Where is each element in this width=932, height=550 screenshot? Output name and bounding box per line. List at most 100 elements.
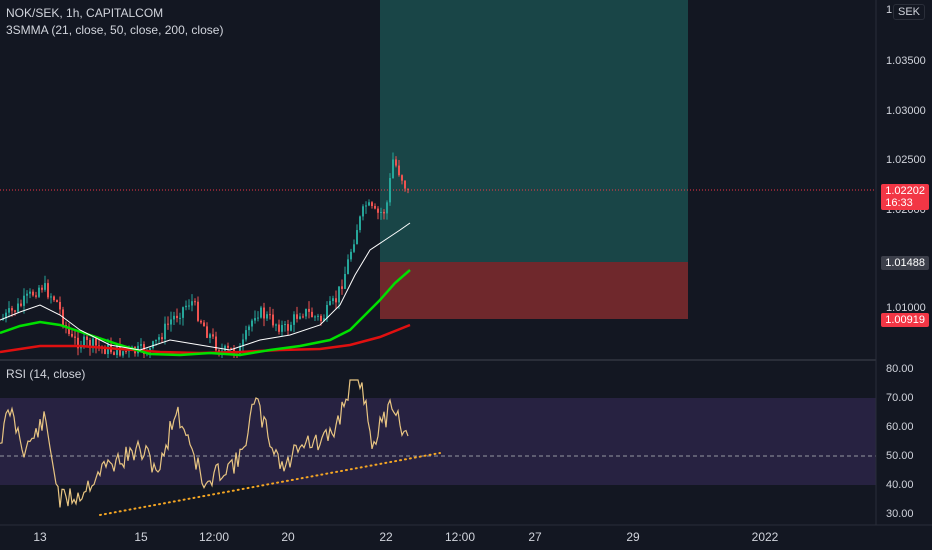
candle-body bbox=[164, 323, 166, 340]
candle-body bbox=[296, 314, 298, 319]
candle-body bbox=[332, 298, 334, 302]
candle-body bbox=[176, 315, 178, 319]
candle-body bbox=[86, 336, 88, 341]
candle-body bbox=[251, 320, 253, 327]
candle-body bbox=[242, 339, 244, 347]
level-tag-lower: 1.00919 bbox=[881, 313, 929, 327]
candle-body bbox=[161, 337, 163, 340]
candle-body bbox=[83, 336, 85, 346]
price-tick: 1.01000 bbox=[886, 302, 926, 314]
time-tick: 20 bbox=[281, 530, 295, 544]
candle-body bbox=[185, 305, 187, 308]
candle-body bbox=[140, 344, 142, 346]
candle-body bbox=[206, 326, 208, 338]
time-tick: 15 bbox=[134, 530, 148, 544]
candle-body bbox=[386, 202, 388, 214]
candle-body bbox=[299, 316, 301, 319]
profit-zone[interactable] bbox=[380, 0, 688, 262]
price-tick: 1.03000 bbox=[886, 105, 926, 117]
candle-body bbox=[368, 202, 370, 206]
candle-body bbox=[263, 307, 265, 319]
candle-body bbox=[389, 178, 391, 203]
candle-body bbox=[188, 305, 190, 307]
candle-body bbox=[77, 337, 79, 349]
rsi-tick: 40.00 bbox=[886, 479, 914, 491]
candle-body bbox=[71, 333, 73, 337]
candle-body bbox=[158, 337, 160, 340]
candle-body bbox=[266, 314, 268, 319]
candle-body bbox=[392, 159, 394, 179]
smma-legend[interactable]: 3SMMA (21, close, 50, close, 200, close) bbox=[6, 23, 224, 37]
candle-body bbox=[371, 202, 373, 207]
candle-body bbox=[362, 206, 364, 217]
candle-body bbox=[281, 325, 283, 332]
candle-body bbox=[125, 351, 127, 353]
currency-button[interactable]: SEK bbox=[893, 4, 926, 20]
candle-body bbox=[20, 303, 22, 306]
candle-body bbox=[326, 305, 328, 319]
candle-body bbox=[92, 338, 94, 349]
candle-body bbox=[179, 317, 181, 319]
time-tick: 12:00 bbox=[198, 530, 230, 544]
candle-body bbox=[374, 206, 376, 209]
candle-body bbox=[191, 301, 193, 306]
smma-200-line bbox=[0, 323, 411, 355]
candle-body bbox=[407, 188, 409, 190]
smma-50-line bbox=[0, 269, 411, 357]
candle-body bbox=[11, 308, 13, 311]
candle-body bbox=[269, 314, 271, 316]
candle-body bbox=[272, 314, 274, 326]
last-price-tag: 1.02202 16:33 bbox=[881, 184, 929, 210]
candle-body bbox=[227, 345, 229, 348]
candle-body bbox=[380, 211, 382, 213]
candle-body bbox=[23, 295, 25, 306]
candle-body bbox=[377, 208, 379, 213]
candle-body bbox=[152, 341, 154, 349]
candle-body bbox=[56, 300, 58, 302]
candle-body bbox=[44, 283, 46, 290]
symbol-legend[interactable]: NOK/SEK, 1h, CAPITALCOM bbox=[6, 6, 164, 20]
candle-body bbox=[278, 324, 280, 332]
candle-body bbox=[359, 216, 361, 231]
candle-body bbox=[50, 296, 52, 298]
candle-body bbox=[248, 326, 250, 331]
candle-body bbox=[155, 339, 157, 342]
candle-body bbox=[212, 334, 214, 337]
candle-body bbox=[203, 322, 205, 327]
candle-body bbox=[41, 287, 43, 290]
candle-body bbox=[260, 307, 262, 318]
price-tick-top: 1. bbox=[886, 4, 896, 16]
candle-body bbox=[35, 295, 37, 297]
candle-body bbox=[311, 311, 313, 318]
candle-body bbox=[323, 318, 325, 321]
candle-body bbox=[254, 318, 256, 321]
price-tick: 1.03500 bbox=[886, 55, 926, 67]
time-tick: 12:00 bbox=[444, 530, 476, 544]
candle-body bbox=[32, 291, 34, 296]
candle-body bbox=[338, 286, 340, 303]
candle-body bbox=[383, 211, 385, 214]
smma-21-line bbox=[0, 222, 411, 351]
time-tick: 2022 bbox=[751, 530, 779, 544]
candle-body bbox=[293, 314, 295, 325]
loss-zone[interactable] bbox=[380, 262, 688, 319]
candle-body bbox=[113, 352, 115, 355]
candle-body bbox=[38, 287, 40, 297]
candle-body bbox=[314, 316, 316, 318]
candle-body bbox=[98, 345, 100, 347]
rsi-line bbox=[0, 379, 409, 508]
candle-body bbox=[197, 301, 199, 321]
rsi-legend[interactable]: RSI (14, close) bbox=[6, 367, 86, 381]
candle-body bbox=[53, 296, 55, 301]
candle-body bbox=[104, 347, 106, 355]
candle-body bbox=[68, 326, 70, 334]
rsi-tick: 70.00 bbox=[886, 392, 914, 404]
candle-body bbox=[17, 303, 19, 312]
candle-body bbox=[350, 251, 352, 260]
candle-body bbox=[287, 324, 289, 331]
candle-body bbox=[320, 315, 322, 321]
candle-body bbox=[89, 340, 91, 349]
candle-body bbox=[401, 175, 403, 181]
candle-body bbox=[365, 205, 367, 207]
